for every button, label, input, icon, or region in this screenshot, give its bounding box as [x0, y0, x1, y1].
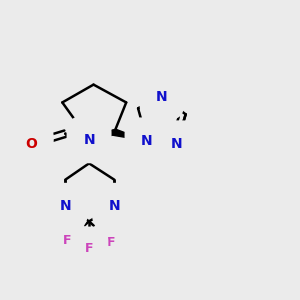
Polygon shape [113, 129, 147, 141]
Text: N: N [59, 200, 71, 214]
Text: N: N [171, 137, 183, 151]
Text: F: F [62, 234, 71, 247]
Text: N: N [141, 134, 153, 148]
Text: O: O [25, 137, 37, 151]
Text: N: N [83, 133, 95, 147]
Polygon shape [89, 130, 115, 140]
Text: N: N [109, 200, 120, 214]
Text: F: F [107, 236, 116, 249]
Text: F: F [85, 242, 93, 255]
Text: N: N [156, 89, 168, 103]
